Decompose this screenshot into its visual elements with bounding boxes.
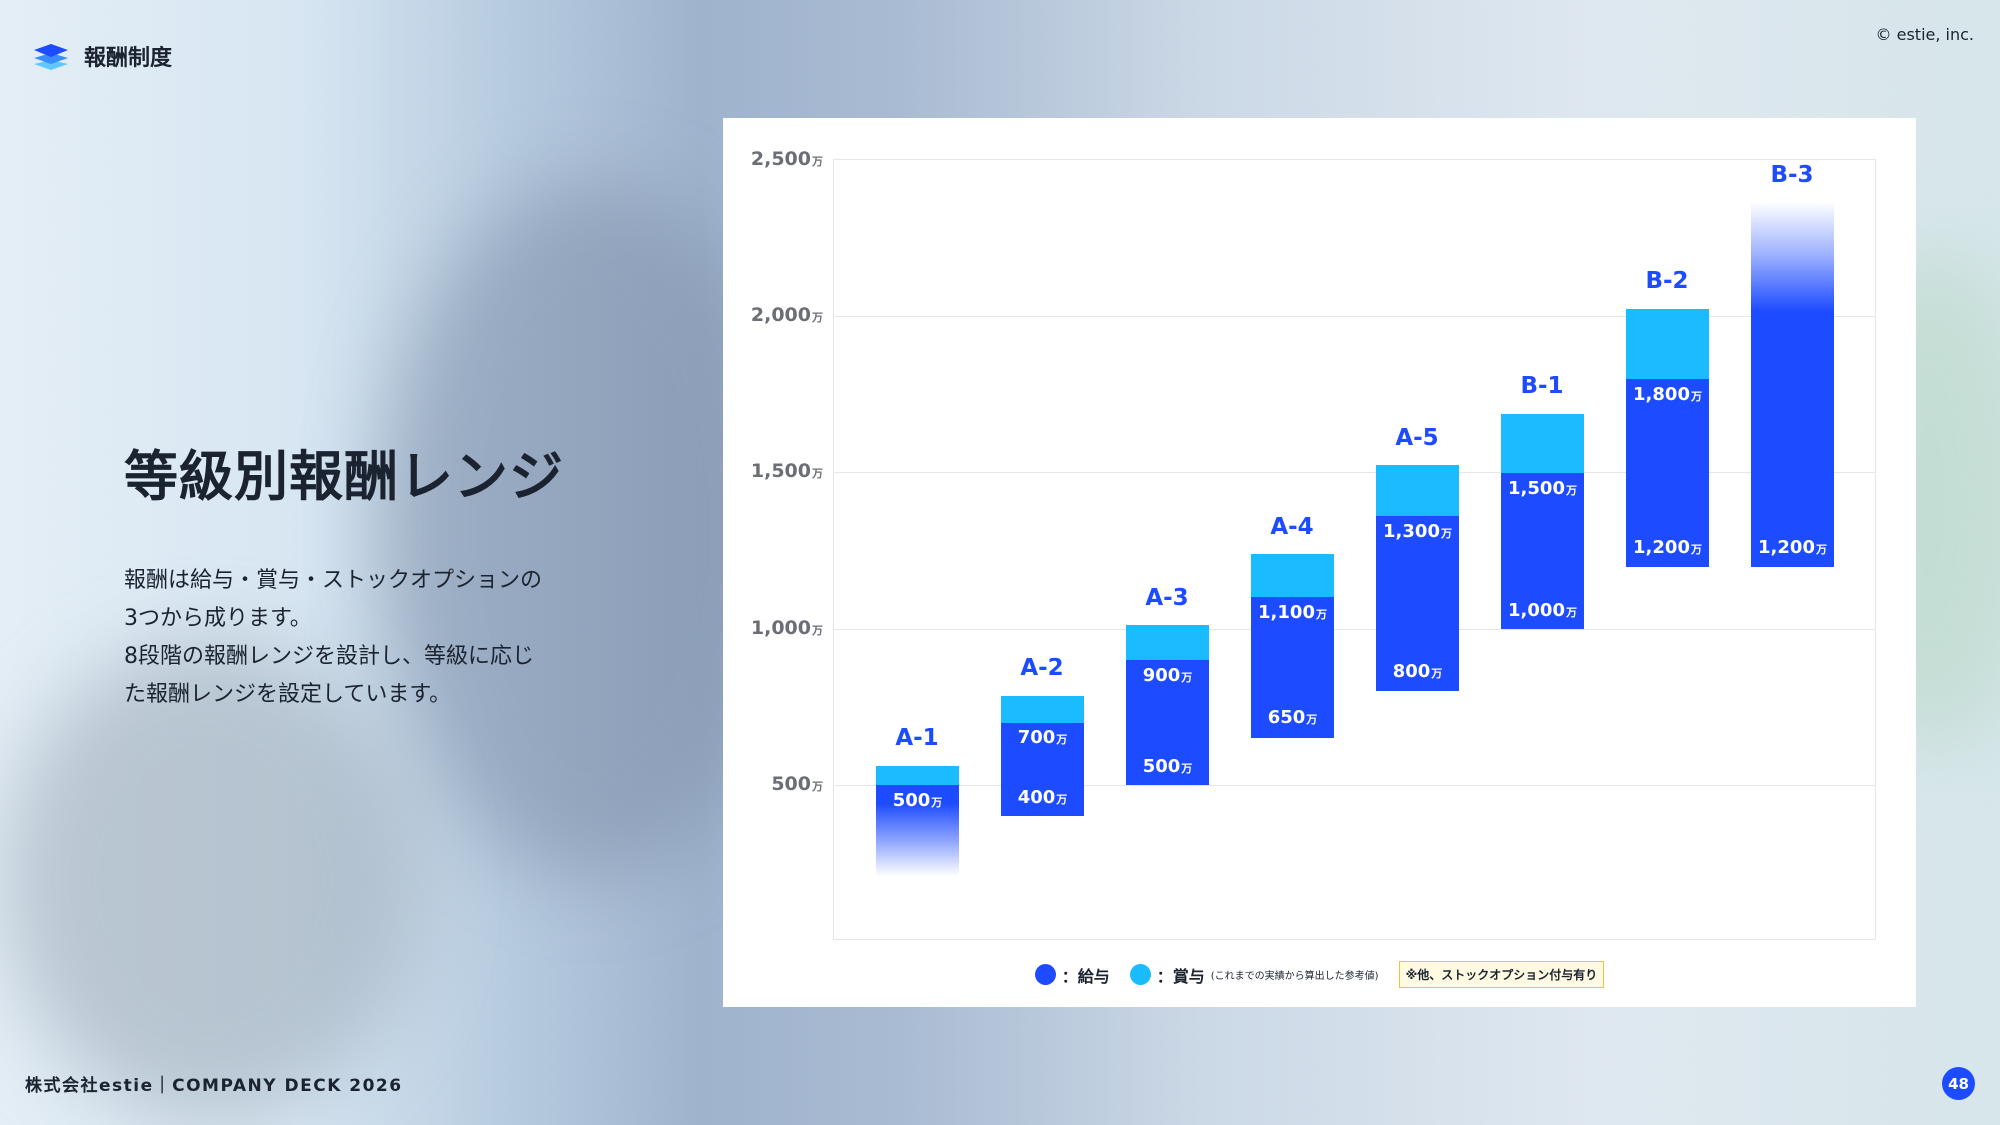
- bar-a-3: 900万 500万: [1126, 625, 1209, 785]
- footer-text: 株式会社estie｜COMPANY DECK 2026: [25, 1076, 403, 1096]
- salary-min-label: 400万: [1017, 787, 1068, 808]
- salary-max-label: 1,300万: [1383, 521, 1452, 542]
- salary-max-label: 1,100万: [1258, 602, 1327, 623]
- section-header: 報酬制度: [32, 40, 172, 72]
- slide-title: 等級別報酬レンジ: [124, 445, 564, 508]
- bar-b-1: 1,500万 1,000万: [1501, 414, 1584, 629]
- chart-legend: ：給与 ：賞与 (これまでの実績から算出した参考値) ※他、ストックオプション付…: [723, 961, 1916, 988]
- background-blur: [0, 640, 420, 1120]
- salary-max-label: 700万: [1017, 727, 1068, 748]
- salary-segment: [1126, 660, 1209, 785]
- bar-b-3: 1,200万: [1751, 202, 1834, 567]
- section-title: 報酬制度: [84, 46, 173, 71]
- bar-a-2: 700万 400万: [1001, 696, 1084, 816]
- bonus-segment: [1126, 625, 1209, 660]
- bonus-segment: [876, 766, 959, 785]
- y-tick: 500万: [771, 773, 823, 795]
- grade-label: A-4: [1270, 514, 1314, 540]
- salary-min-label: 1,200万: [1633, 537, 1702, 558]
- salary-segment: [1001, 723, 1084, 816]
- plot-area: A-1 500万 A-2 700万 400万 A-3 900万 500万 A-4…: [833, 159, 1876, 940]
- body-line: 8段階の報酬レンジを設計し、等級に応じ: [124, 644, 534, 669]
- salary-min-label: 800万: [1392, 661, 1443, 682]
- salary-segment: [1501, 473, 1584, 629]
- body-line: た報酬レンジを設定しています。: [124, 682, 452, 707]
- bonus-segment: [1501, 414, 1584, 473]
- grade-label: B-3: [1770, 162, 1814, 188]
- gridline: [834, 316, 1875, 317]
- gridline: [834, 629, 1875, 630]
- slide-body: 報酬は給与・賞与・ストックオプションの 3つから成ります。 8段階の報酬レンジを…: [124, 562, 584, 714]
- body-line: 報酬は給与・賞与・ストックオプションの: [124, 568, 543, 593]
- salary-max-label: 900万: [1142, 665, 1193, 686]
- legend-salary: ：給与: [1034, 963, 1110, 987]
- salary-segment: [1376, 516, 1459, 691]
- grade-label: A-5: [1395, 425, 1439, 451]
- layers-icon: [34, 44, 68, 70]
- salary-min-label: 1,000万: [1508, 600, 1577, 621]
- y-tick: 2,000万: [750, 304, 823, 326]
- bar-a-4: 1,100万 650万: [1251, 554, 1334, 738]
- salary-segment: [876, 785, 959, 876]
- bonus-segment: [1001, 696, 1084, 723]
- bonus-segment: [1626, 309, 1709, 379]
- salary-min-label: 500万: [1142, 756, 1193, 777]
- bonus-segment: [1376, 465, 1459, 516]
- chart-card: 2,500万 2,000万 1,500万 1,000万 500万 A-1 500…: [723, 118, 1916, 1007]
- salary-segment: [1251, 597, 1334, 738]
- grade-label: A-1: [895, 725, 939, 751]
- salary-min-label: 650万: [1267, 707, 1318, 728]
- gridline: [834, 472, 1875, 473]
- salary-max-label: 1,800万: [1633, 384, 1702, 405]
- legend-bonus: ：賞与 (これまでの実績から算出した参考値): [1129, 963, 1379, 987]
- bonus-segment: [1251, 554, 1334, 597]
- bar-a-1: 500万: [876, 766, 959, 876]
- grade-label: B-1: [1520, 373, 1564, 399]
- salary-dot-icon: [1034, 964, 1056, 985]
- y-tick: 1,500万: [750, 460, 823, 482]
- bar-b-2: 1,800万 1,200万: [1626, 309, 1709, 567]
- bar-a-5: 1,300万 800万: [1376, 465, 1459, 691]
- page-number-badge: 48: [1942, 1067, 1975, 1100]
- grade-label: B-2: [1645, 268, 1689, 294]
- body-line: 3つから成ります。: [124, 606, 312, 631]
- grade-label: A-3: [1145, 585, 1189, 611]
- salary-segment: [1751, 202, 1834, 567]
- salary-max-label: 1,500万: [1508, 478, 1577, 499]
- stock-option-note: ※他、ストックオプション付与有り: [1398, 961, 1605, 988]
- salary-segment: [1626, 379, 1709, 567]
- salary-max-label: 500万: [892, 790, 943, 811]
- y-tick: 1,000万: [750, 617, 823, 639]
- salary-min-label: 1,200万: [1758, 537, 1827, 558]
- copyright: © estie, inc.: [1875, 25, 1974, 44]
- gridline: [834, 785, 1875, 786]
- bonus-dot-icon: [1129, 964, 1151, 985]
- grade-label: A-2: [1020, 655, 1064, 681]
- y-tick: 2,500万: [750, 148, 823, 170]
